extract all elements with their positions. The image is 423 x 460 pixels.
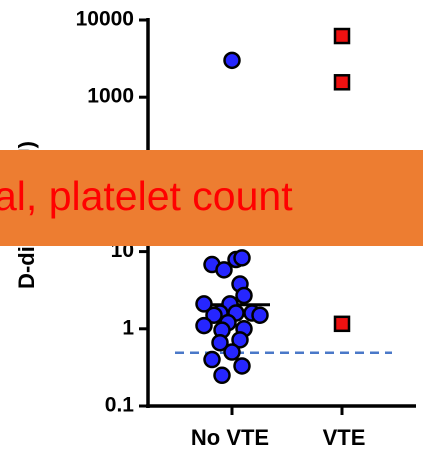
point <box>195 316 213 335</box>
point <box>333 315 351 333</box>
point <box>233 249 251 267</box>
point <box>215 261 233 279</box>
point <box>333 74 351 91</box>
overlay-text: al, platelet count <box>0 173 293 219</box>
point <box>211 333 229 352</box>
point <box>223 343 241 361</box>
point <box>203 350 221 369</box>
point <box>251 306 269 324</box>
overlay-banner <box>0 150 423 246</box>
point <box>233 357 251 375</box>
y-tick-label: 10000 <box>76 8 134 31</box>
point <box>195 295 213 313</box>
point <box>231 331 249 349</box>
y-tick-label: 0.1 <box>105 394 135 417</box>
y-tick-label: 1000 <box>87 85 134 108</box>
point <box>235 286 253 305</box>
x-tick-label: No VTE <box>191 425 269 450</box>
y-tick-label: 1 <box>122 316 134 339</box>
point <box>333 27 351 45</box>
point <box>223 51 241 70</box>
x-tick-label: VTE <box>323 425 366 450</box>
point <box>213 366 231 385</box>
point <box>205 306 223 324</box>
